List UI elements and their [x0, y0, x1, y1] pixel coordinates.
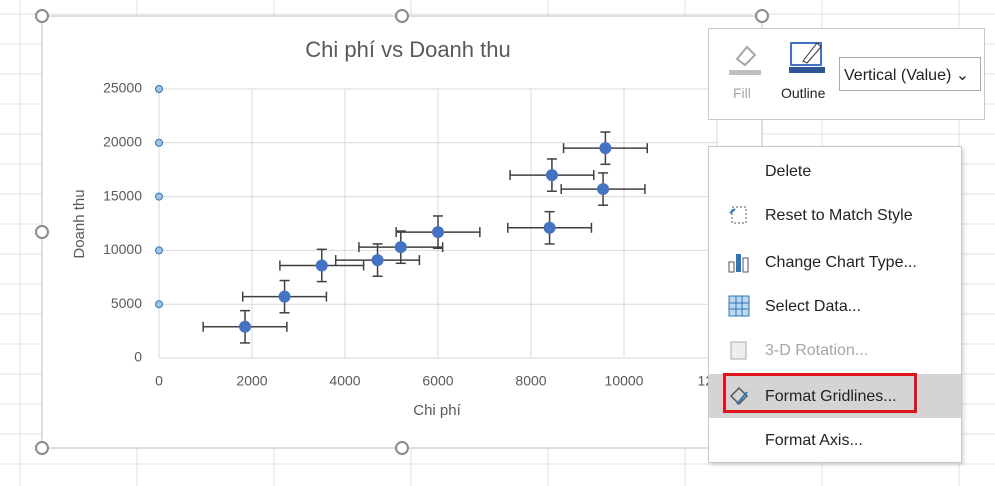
context-menu: Delete Reset to Match Style Change Chart… [708, 146, 962, 463]
data-point [599, 142, 612, 155]
highlight-box [723, 373, 917, 413]
x-tick-label: 8000 [515, 373, 546, 389]
element-dropdown[interactable]: Vertical (Value) ⌄ [839, 57, 981, 91]
icon [729, 386, 749, 406]
data-point [371, 254, 384, 267]
icon [730, 341, 747, 360]
y-tick-label: 15000 [103, 187, 142, 203]
x-tick-label: 4000 [329, 373, 360, 389]
data-point [239, 320, 252, 333]
menu-item[interactable]: Reset to Match Style [709, 193, 961, 237]
y-tick-label: 25000 [103, 80, 142, 96]
menu-label: Format Gridlines... [765, 388, 897, 405]
y-axis-label: Doanh thu [71, 189, 88, 258]
x-axis-label: Chi phí [413, 402, 461, 419]
y-tick-label: 5000 [111, 295, 142, 311]
data-point [315, 259, 328, 272]
y-tick-label: 0 [134, 349, 142, 365]
menu-item[interactable]: Select Data... [709, 284, 961, 328]
fill-label[interactable]: Fill [733, 85, 751, 101]
data-point [394, 241, 407, 254]
x-tick-label: 10000 [605, 373, 644, 389]
data-point [432, 226, 444, 239]
resize-handles[interactable] [35, 9, 769, 455]
y-tick-label: 20000 [103, 134, 142, 150]
data-point [543, 221, 556, 234]
outline-label[interactable]: Outline [781, 85, 826, 101]
axis-selection-handle [155, 246, 163, 255]
menu-label: Delete [765, 163, 812, 180]
menu-item[interactable]: Delete [709, 149, 961, 193]
data-point [545, 169, 558, 182]
menu-item[interactable]: Change Chart Type... [709, 240, 961, 284]
chart-title: Chi phí vs Doanh thu [305, 37, 510, 62]
data-point [597, 183, 610, 196]
outline-icon[interactable] [787, 37, 831, 77]
dropdown-text: Vertical (Value) [844, 67, 952, 84]
menu-item: 3-D Rotation... [709, 328, 961, 372]
format-toolbar: Fill Outline Vertical (Value) ⌄ [708, 28, 985, 120]
axis-selection-handle [155, 192, 163, 201]
menu-label: 3-D Rotation... [765, 342, 869, 359]
data-point [278, 290, 291, 303]
x-tick-label: 0 [155, 373, 163, 389]
axis-selection-handle [155, 138, 163, 147]
icon [729, 206, 747, 224]
menu-label: Reset to Match Style [765, 207, 913, 224]
axis-selection-handle [155, 85, 163, 93]
menu-item[interactable]: Format Axis... [709, 418, 961, 462]
menu-label: Select Data... [765, 298, 862, 315]
x-tick-label: 6000 [422, 373, 453, 389]
menu-label: Format Axis... [765, 432, 863, 449]
y-tick-label: 10000 [103, 241, 142, 257]
menu-label: Change Chart Type... [765, 254, 917, 271]
axis-selection-handle [155, 300, 163, 309]
fill-icon[interactable] [727, 37, 767, 77]
icon [728, 295, 750, 317]
icon [728, 254, 749, 273]
x-tick-label: 2000 [236, 373, 267, 389]
